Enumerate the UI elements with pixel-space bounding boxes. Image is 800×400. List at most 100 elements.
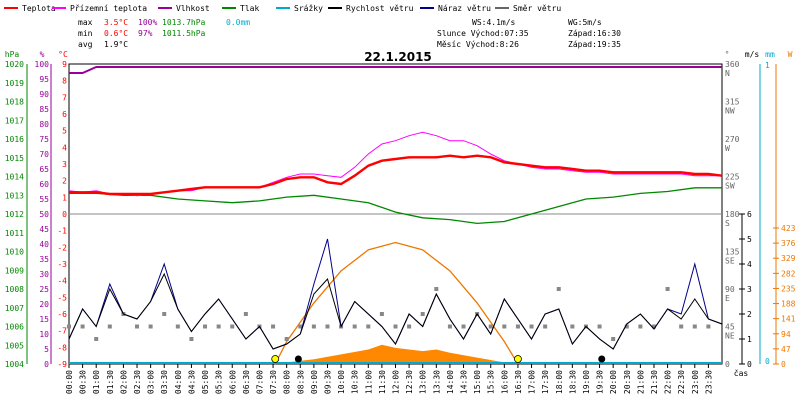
x-tick-label: 13:30 [432,370,441,394]
wind-direction-point [706,324,711,329]
wind-direction-point [243,312,248,316]
wind-direction-point [162,312,167,316]
tick-hpa: 1008 [5,285,24,294]
tick-c: 1 [62,193,67,202]
tick-c: -3 [57,260,67,269]
tick-hpa: 1014 [5,173,24,182]
tick-hpa: 1004 [5,360,24,369]
tick-pct: 70 [39,150,49,159]
wind-direction-point [556,287,561,291]
tick-hpa: 1018 [5,98,24,107]
tick-deg: 180 [725,210,740,219]
x-tick-label: 17:00 [528,370,537,394]
tick-c: -1 [57,227,67,236]
wind-direction-point [502,324,507,329]
plot-area [67,66,723,365]
sun-elevation-line [274,241,519,365]
tick-deg: 225 [725,173,740,182]
tick-dir: S [725,219,730,228]
tick-c: 2 [62,177,67,186]
wind-direction-point [107,324,112,329]
tick-pct: 25 [39,285,49,294]
tick-hpa: 1015 [5,154,24,163]
tick-c: 3 [62,160,67,169]
tick-c: 4 [62,143,67,152]
tick-pct: 100 [35,60,50,69]
x-tick-label: 21:30 [650,370,659,394]
wind-direction-point [135,324,140,329]
x-tick-label: 14:00 [446,370,455,394]
tick-deg: 90 [725,285,735,294]
stat-max-temp: 3.5°C [104,18,128,27]
tick-c: 6 [62,110,67,119]
wind-direction-point [638,324,643,329]
x-tick-label: 19:30 [596,370,605,394]
tick-c: -5 [57,293,67,302]
sunset-icon [514,355,522,363]
x-tick-label: 22:00 [664,370,673,394]
x-tick-label: 16:30 [514,370,523,394]
stat-min-label: min [78,29,93,38]
tick-pct: 80 [39,120,49,129]
tick-deg: 360 [725,60,740,69]
x-tick-label: 06:30 [242,370,251,394]
tick-w: 235 [781,284,796,293]
tick-deg: 135 [725,248,740,257]
wind-direction-point [692,324,697,329]
wind-direction-point [366,324,371,329]
tick-hpa: 1006 [5,323,24,332]
tick-hpa: 1010 [5,248,24,257]
wind-direction-point [230,324,235,329]
x-tick-label: 02:30 [133,370,142,394]
tick-deg: 45 [725,323,735,332]
x-tick-label: 09:30 [323,370,332,394]
tick-w: 423 [781,224,796,233]
tick-pct: 90 [39,90,49,99]
x-tick-label: 03:30 [160,370,169,394]
wind-direction-point [311,324,316,329]
x-tick-label: 19:00 [582,370,591,394]
tick-c: -9 [57,360,67,369]
tick-pct: 10 [39,330,49,339]
wind-direction-point [665,287,670,291]
tick-c: -4 [57,277,67,286]
wind-direction-point [461,324,466,329]
tick-w: 376 [781,239,796,248]
stat-max-press: 1013.7hPa [162,18,206,27]
legend-label: Směr větru [513,4,561,13]
wind-direction-point [611,337,616,341]
tick-pct: 35 [39,255,49,264]
tick-w: 188 [781,300,796,309]
tick-hpa: 1012 [5,210,24,219]
wind-direction-point [393,324,398,329]
tick-hpa: 1013 [5,191,24,200]
legend-label: Náraz větru [438,4,491,13]
tick-pct: 5 [44,345,49,354]
x-tick-label: 18:00 [555,370,564,394]
wind-direction-point [67,324,71,329]
x-tick-label: 05:00 [201,370,210,394]
wind-direction-point [94,337,99,341]
x-tick-label: 14:30 [460,370,469,394]
tick-c: -8 [57,343,67,352]
tick-pct: 95 [39,75,49,84]
x-tick-label: 18:30 [568,370,577,394]
tick-pct: 60 [39,180,49,189]
x-tick-label: 01:00 [92,370,101,394]
tick-c: 7 [62,93,67,102]
axis-unit-cas: čas [734,368,749,378]
stat-avg-temp: 1.9°C [104,40,128,49]
wind-direction-point [447,324,452,329]
tick-ms: 4 [747,260,752,269]
wind-direction-point [284,337,289,341]
tick-hpa: 1017 [5,116,24,125]
tick-ms: 6 [747,210,752,219]
info-sun-rise: Slunce Východ:07:35 [437,29,529,38]
x-tick-label: 16:00 [500,370,509,394]
tick-mm: 0 [765,357,770,366]
stat-min-temp: 0.6°C [104,29,128,38]
x-axis: 00:00 00:30 01:00 01:30 02:00 02:30 03:00 03:30… [65,364,713,394]
tick-w: 282 [781,269,796,278]
tick-hpa: 1005 [5,341,24,350]
x-tick-label: 12:00 [392,370,401,394]
